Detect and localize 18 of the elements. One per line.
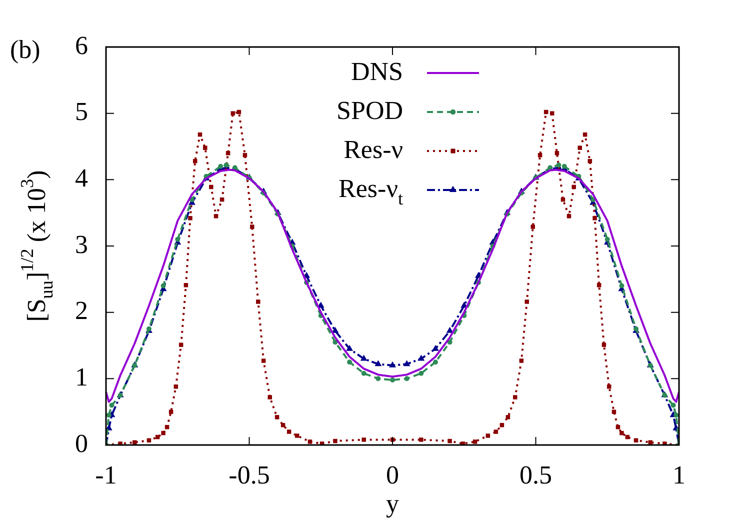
x-tick-label: 1: [672, 460, 686, 490]
legend-label: Res-ν: [344, 134, 404, 164]
legend-label: DNS: [350, 56, 404, 86]
text: (b): [10, 34, 40, 64]
y-tick-label: 0: [75, 428, 88, 458]
y-axis-title: [Suu]1/2 (x 103): [16, 170, 57, 322]
y-tick-label: 3: [75, 230, 88, 259]
x-tick-label: 0.5: [520, 460, 552, 490]
x-tick-label: -0.5: [228, 460, 270, 490]
x-tick-label: -1: [95, 460, 117, 490]
y-tick-label: 4: [75, 163, 88, 192]
y-tick-label: 6: [75, 30, 88, 60]
y-tick-label: 2: [75, 296, 88, 326]
y-tick-label: 1: [75, 362, 88, 392]
legend-label: SPOD: [336, 96, 404, 125]
x-tick-label: 0: [386, 460, 399, 490]
x-axis-title: y: [386, 488, 399, 518]
y-tick-label: 5: [75, 97, 88, 126]
